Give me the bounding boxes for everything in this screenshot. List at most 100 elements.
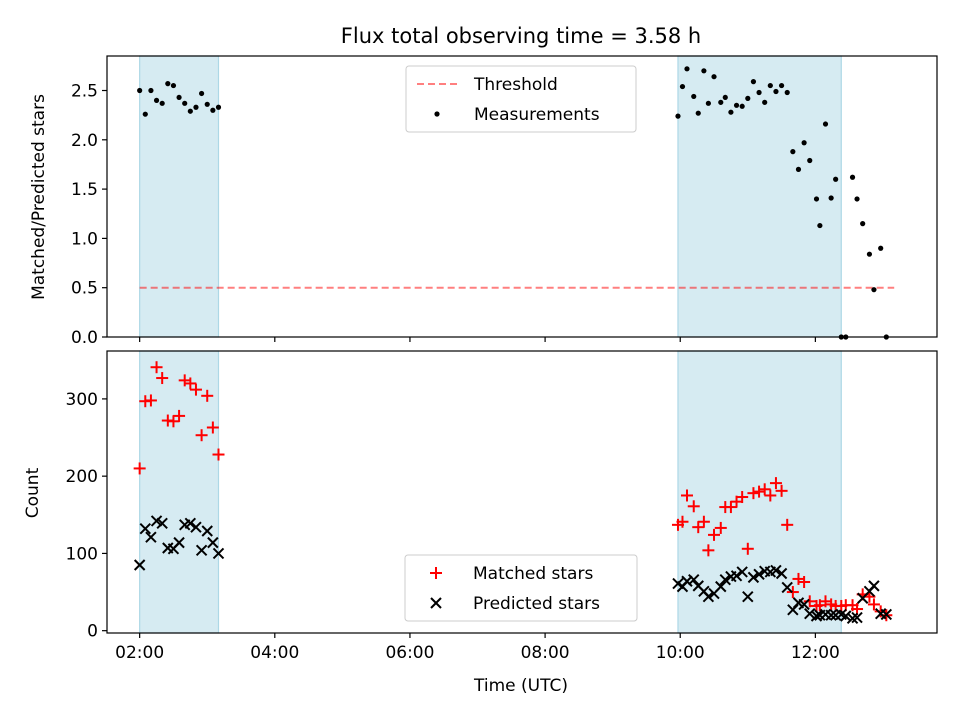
top-shaded-span-1	[677, 55, 842, 338]
measurement-point	[718, 99, 724, 105]
predicted-star-point	[156, 517, 168, 529]
predicted-star-point	[190, 521, 202, 533]
predicted-star-point	[195, 544, 208, 557]
predicted-star-point-b	[190, 521, 202, 533]
measurement-point	[745, 95, 751, 101]
top-legend-box	[405, 65, 637, 133]
predicted-star-point-b	[810, 610, 823, 622]
top-axes-frame	[106, 55, 938, 338]
predicted-star-point-b	[212, 547, 225, 560]
predicted-star-point-b	[835, 608, 847, 621]
matched-star-point	[201, 389, 214, 402]
top-y-tick-label: 2.0	[71, 131, 98, 151]
predicted-star-point-b	[133, 559, 146, 571]
predicted-star-point-b	[688, 573, 700, 586]
matched-star-point	[769, 477, 782, 490]
measurement-point	[684, 66, 690, 72]
bottom-shaded-span-0	[139, 350, 220, 634]
matched-star-point	[167, 415, 180, 428]
matched-star-point	[676, 515, 689, 528]
matched-stars-series	[133, 361, 893, 622]
predicted-star-point-b	[781, 581, 793, 594]
measurement-point	[784, 89, 790, 96]
measurement-point	[711, 74, 717, 80]
predicted-star-point-b	[162, 542, 174, 554]
predicted-star-point-b	[792, 597, 805, 609]
predicted-star-point	[702, 590, 715, 603]
measurement-point	[878, 245, 884, 251]
bottom-legend: Matched stars Predicted stars	[404, 554, 638, 622]
predicted-star-point-b	[775, 567, 788, 580]
measurement-point	[767, 82, 773, 89]
measurement-point	[801, 140, 807, 146]
measurement-point	[215, 104, 222, 110]
measurement-point	[762, 99, 768, 105]
measurement-point	[170, 82, 177, 89]
predicted-star-point	[742, 590, 754, 603]
predicted-star-point-b	[747, 571, 760, 584]
predicted-star-point-b	[825, 609, 837, 621]
matched-star-point	[702, 544, 715, 557]
top-y-axis-label: Matched/Predicted stars	[29, 94, 49, 300]
matched-star-point	[867, 598, 880, 611]
predicted-star-point-b	[851, 611, 863, 624]
matched-star-point	[212, 448, 225, 461]
measurement-point	[828, 195, 834, 201]
predicted-star-point	[840, 610, 852, 622]
measurement-point	[728, 109, 734, 115]
matched-star-point	[144, 394, 157, 407]
predicted-star-point	[184, 517, 197, 529]
measurement-point	[705, 100, 711, 106]
predicted-star-point	[770, 564, 782, 577]
predicted-star-point	[775, 567, 788, 580]
matched-star-point	[680, 489, 693, 502]
measurement-point	[187, 108, 193, 114]
predicted-stars-series	[133, 515, 893, 625]
matched-star-point	[692, 521, 705, 534]
predicted-star-point-b	[184, 517, 197, 529]
measurement-point	[176, 94, 182, 101]
measurement-point	[750, 79, 757, 85]
predicted-star-point	[212, 547, 225, 560]
predicted-star-point	[133, 559, 146, 571]
measurement-point	[733, 102, 740, 108]
measurement-point	[210, 107, 216, 113]
predicted-star-point-b	[804, 607, 816, 620]
top-y-tick-label: 1.0	[71, 229, 98, 249]
matched-star-point	[708, 528, 721, 541]
measurement-point	[204, 101, 210, 107]
measurement-point	[137, 87, 143, 94]
top-legend: Threshold Measurements	[405, 65, 637, 133]
legend-measurements-label: Measurements	[474, 105, 600, 125]
matched-star-point	[195, 429, 208, 442]
measurement-point	[813, 196, 820, 202]
matched-star-point	[775, 484, 788, 497]
measurement-point	[807, 157, 813, 164]
bottom-y-axis-label: Count	[23, 467, 43, 518]
measurement-point	[675, 113, 681, 119]
top-x-ticks	[139, 337, 816, 342]
measurement-point	[817, 222, 823, 229]
measurement-point	[849, 174, 856, 180]
predicted-star-point-b	[753, 568, 765, 580]
matched-star-point	[206, 421, 219, 434]
predicted-star-point	[139, 522, 151, 535]
predicted-star-point	[736, 566, 748, 578]
predicted-star-point	[810, 610, 823, 622]
measurement-point	[854, 196, 860, 202]
predicted-star-point	[715, 580, 727, 593]
x-axis-label: Time (UTC)	[473, 676, 568, 696]
predicted-star-point	[880, 608, 893, 621]
measurement-point	[193, 104, 199, 110]
top-y-tick-label: 2.5	[71, 82, 98, 102]
measurement-point	[148, 87, 154, 94]
predicted-star-point	[688, 573, 700, 586]
legend-predicted-swatch	[430, 597, 442, 609]
measurement-point	[822, 121, 829, 127]
bottom-panel: 0 100 200 300 02:00 04:00 06:00 08:00 10:00 12:0…	[23, 350, 938, 696]
predicted-star-point	[173, 536, 185, 549]
measurement-point	[778, 82, 785, 89]
bottom-y-tick-label: 0	[87, 622, 98, 642]
matched-star-point	[156, 372, 169, 385]
